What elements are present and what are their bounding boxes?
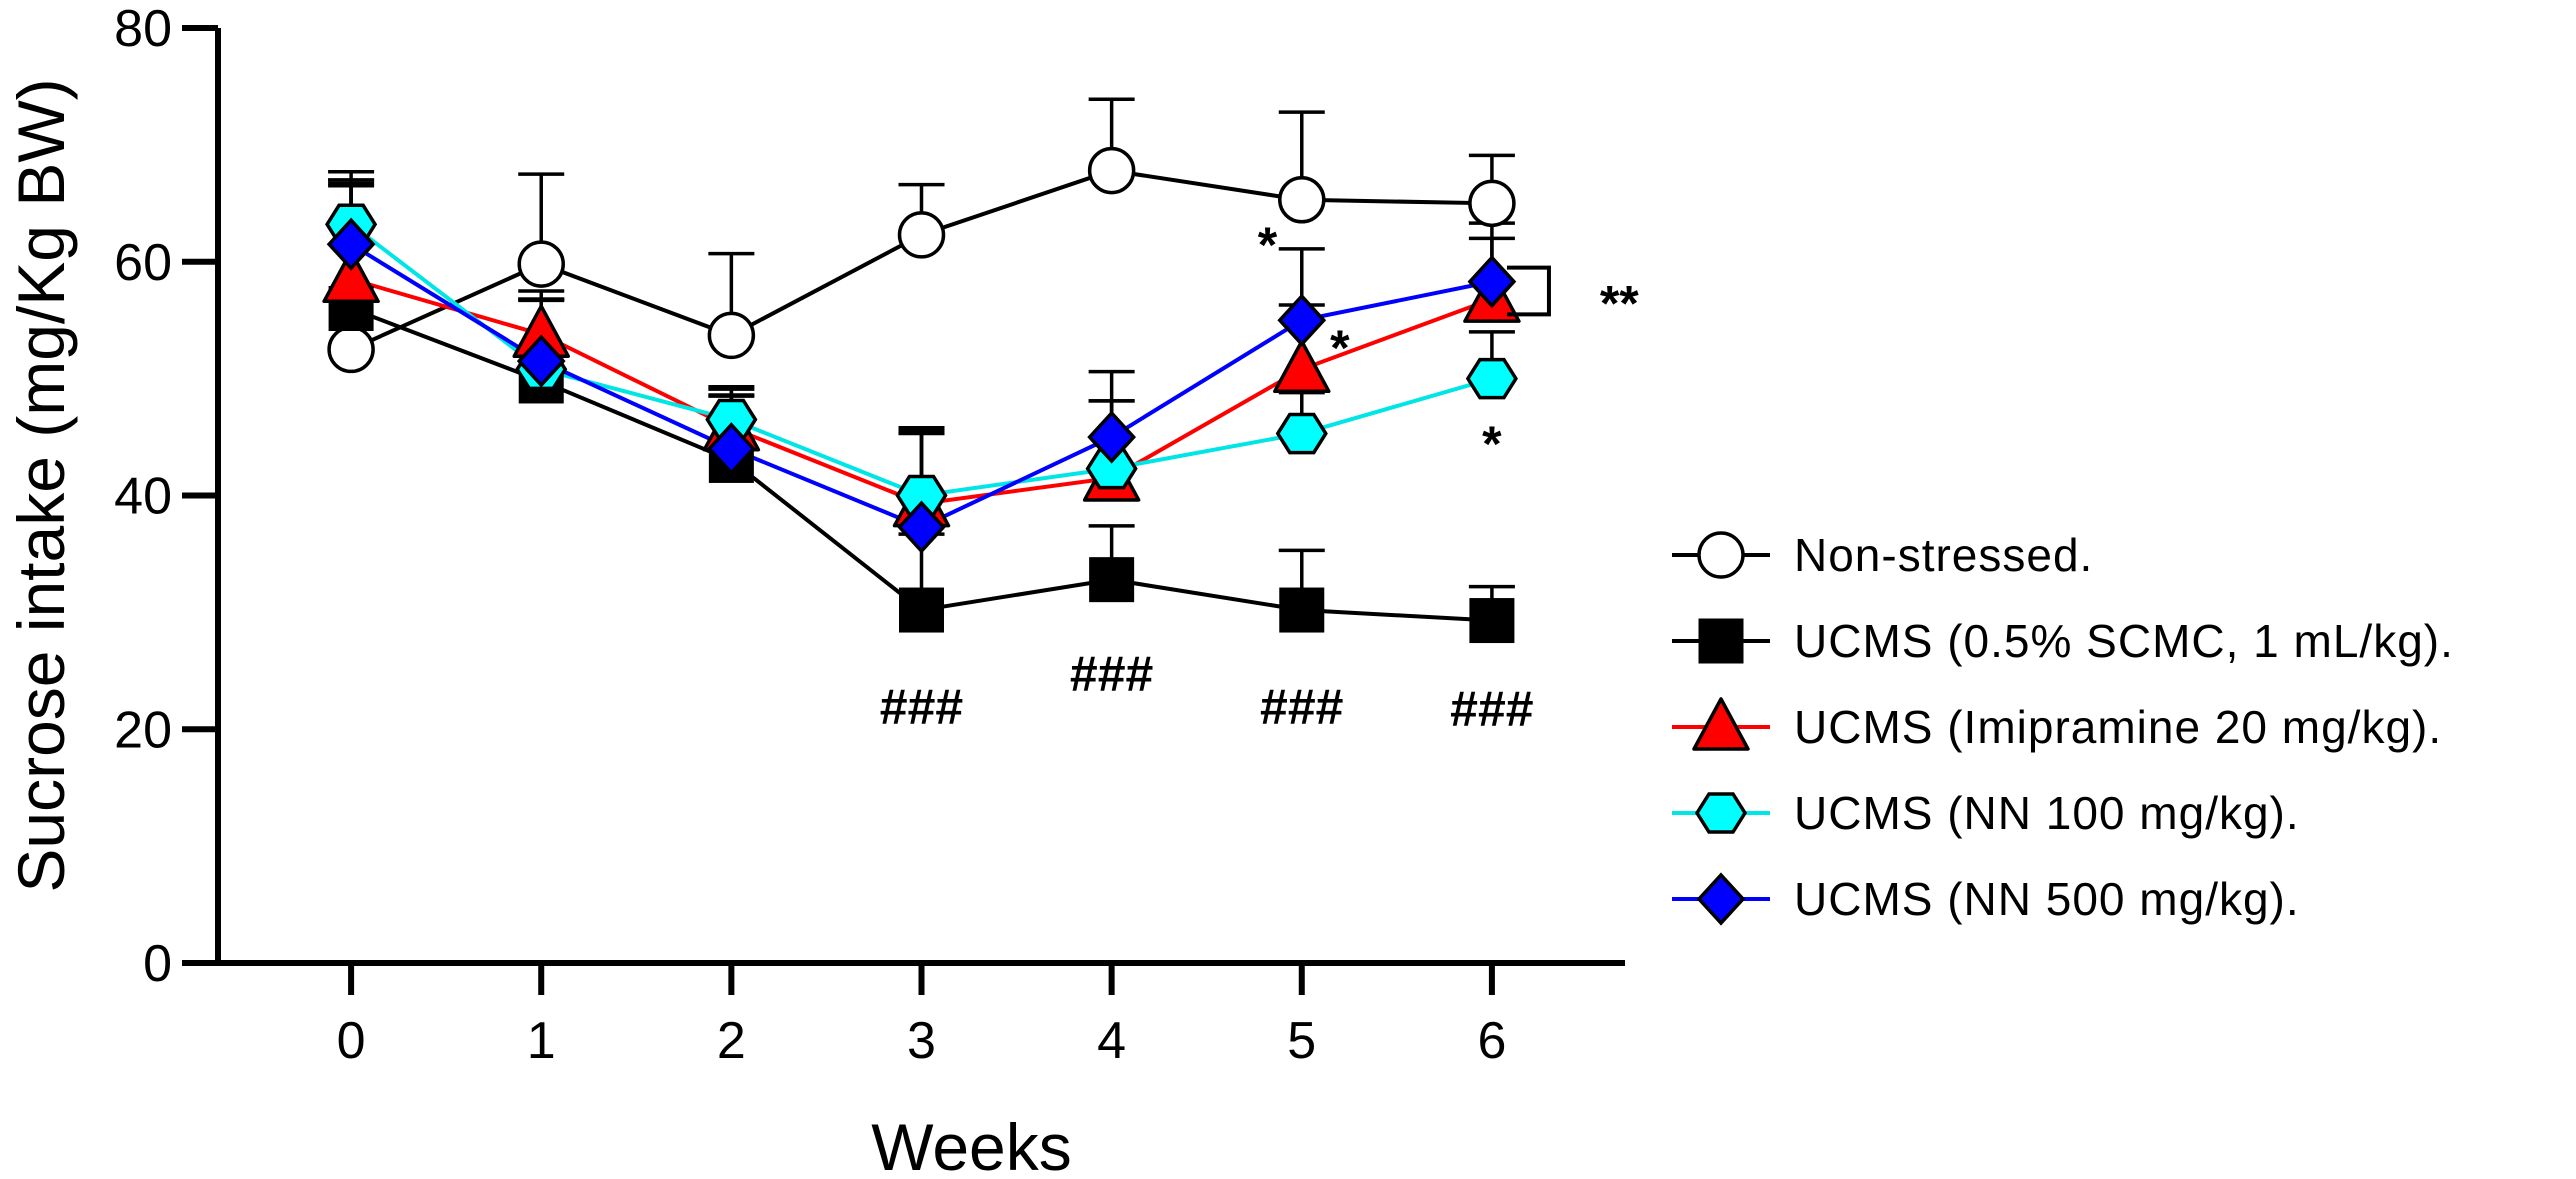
series-layer	[322, 97, 1521, 644]
x-tick-label: 3	[907, 1012, 936, 1070]
legend-item: Non-stressed.	[1672, 529, 2093, 581]
y-tick-label: 20	[114, 701, 172, 759]
legend-item: UCMS (NN 500 mg/kg).	[1672, 872, 2300, 926]
x-tick-label: 0	[337, 1012, 366, 1070]
x-tick-label: 1	[527, 1012, 556, 1070]
data-point	[1275, 412, 1328, 455]
legend-item: UCMS (0.5% SCMC, 1 mL/kg).	[1672, 615, 2454, 667]
legend-label: UCMS (0.5% SCMC, 1 mL/kg).	[1794, 615, 2454, 667]
data-point	[1465, 357, 1518, 400]
axes: 0 20 40 60 80 0 1 2 3 4 5 6 Weeks Sucrose intake (mg/…	[4, 0, 1625, 1179]
data-point	[899, 587, 944, 633]
data-point	[1089, 557, 1135, 603]
data-point	[322, 249, 380, 304]
significance-annotation: ###	[1070, 646, 1153, 702]
legend-item: UCMS (NN 100 mg/kg).	[1672, 787, 2300, 839]
x-tick-label: 2	[717, 1012, 746, 1070]
data-point	[897, 500, 946, 554]
x-tick-label: 6	[1477, 1012, 1506, 1070]
significance-annotation: ###	[1260, 679, 1343, 735]
data-point	[1468, 179, 1516, 228]
data-point	[327, 325, 375, 374]
y-tick-label: 60	[114, 234, 172, 292]
significance-annotation: ###	[880, 679, 963, 735]
data-point	[326, 217, 376, 271]
significance-annotation: *	[1258, 217, 1278, 273]
data-point	[706, 422, 756, 476]
legend-marker	[1698, 618, 1744, 664]
data-point	[897, 211, 946, 259]
data-point	[517, 240, 565, 288]
significance-annotation: ###	[1450, 681, 1533, 737]
y-tick-label: 40	[114, 468, 172, 526]
data-point	[1469, 598, 1515, 644]
data-point	[707, 311, 756, 360]
annotation-layer: ######### ###*****	[880, 217, 1640, 737]
legend-label: UCMS (NN 100 mg/kg).	[1794, 787, 2300, 839]
significance-annotation: *	[1482, 416, 1502, 472]
legend-marker	[1692, 697, 1750, 751]
series-markers	[322, 146, 1521, 644]
data-point	[1278, 176, 1326, 224]
data-point	[1087, 410, 1137, 464]
data-point	[516, 334, 566, 388]
legend-label: UCMS (NN 500 mg/kg).	[1794, 873, 2300, 925]
x-tick-label: 5	[1287, 1012, 1316, 1070]
legend: Non-stressed. UCMS (0.5% SCMC, 1 mL/kg). U…	[1672, 529, 2454, 926]
legend-label: Non-stressed.	[1794, 529, 2093, 581]
data-point	[1467, 255, 1517, 309]
legend-marker	[1697, 531, 1745, 579]
significance-bracket	[1506, 265, 1551, 317]
legend-item: UCMS (Imipramine 20 mg/kg).	[1672, 697, 2442, 753]
y-axis-label: Sucrose intake (mg/Kg BW)	[4, 78, 78, 892]
data-point	[1277, 293, 1327, 347]
data-point	[1087, 146, 1136, 195]
data-point	[1279, 587, 1325, 633]
x-axis-label: Weeks	[871, 1110, 1072, 1179]
significance-annotation: *	[1330, 320, 1350, 376]
legend-marker	[1696, 872, 1746, 926]
significance-annotation: **	[1600, 276, 1639, 332]
y-tick-label: 0	[143, 935, 172, 993]
data-point	[1273, 339, 1331, 394]
y-tick-label: 80	[114, 0, 172, 58]
x-tick-label: 4	[1097, 1012, 1126, 1070]
legend-marker	[1694, 792, 1748, 834]
legend-label: UCMS (Imipramine 20 mg/kg).	[1794, 701, 2442, 753]
